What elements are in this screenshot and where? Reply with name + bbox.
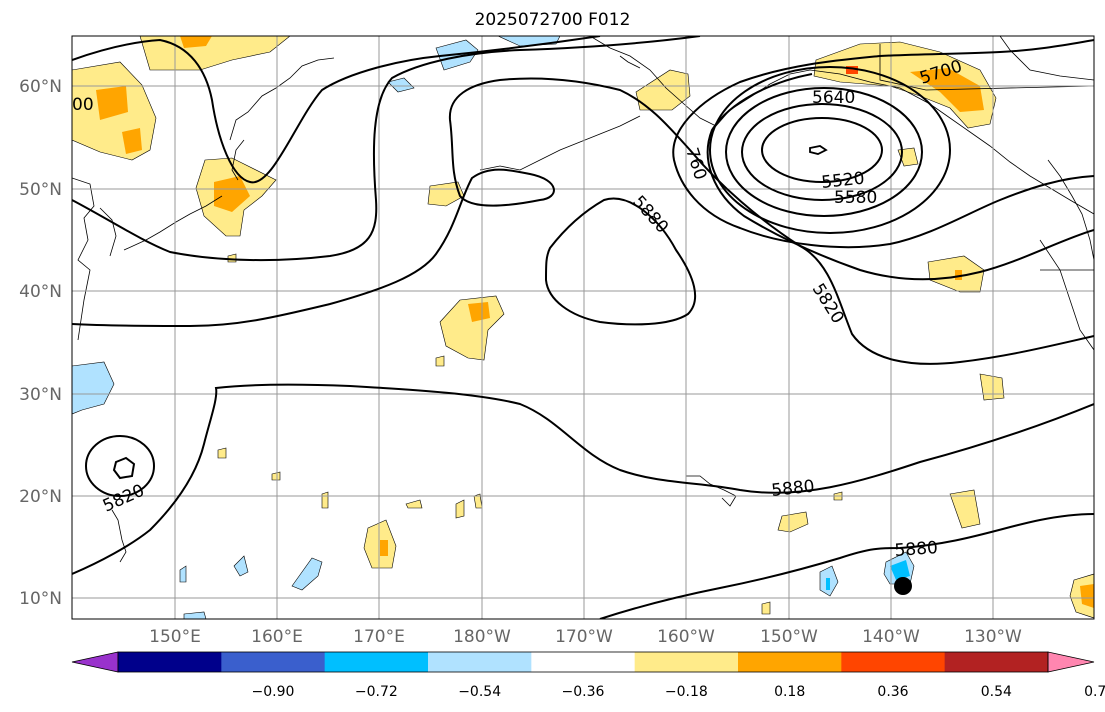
storm-center-marker	[894, 577, 912, 595]
colorbar-tick-label: −0.72	[355, 684, 398, 700]
lon-label: 170°E	[353, 627, 405, 647]
map-area	[72, 36, 1094, 619]
negative-anomaly-patch	[291, 557, 323, 591]
lat-label: 10°N	[19, 589, 62, 609]
contour-label: 5880	[894, 538, 939, 561]
contour-label: 5640	[812, 88, 855, 108]
contour-label: 00	[72, 95, 94, 115]
colorbar-tick-label: −0.18	[665, 684, 708, 700]
colorbar: −0.90 −0.72 −0.54 −0.36 −0.18 0.18 0.36 0.54 0.7…	[71, 651, 1105, 700]
colorbar-segment	[841, 652, 946, 672]
lon-label: 140°W	[862, 627, 920, 647]
colorbar-extend-high	[1047, 651, 1095, 673]
lon-label: 150°E	[149, 627, 201, 647]
negative-anomaly-patch	[179, 565, 187, 583]
lat-label: 30°N	[19, 385, 62, 405]
positive-anomaly-patch	[949, 489, 981, 529]
colorbar-tick-label: −0.36	[562, 684, 605, 700]
lon-label: 150°W	[760, 627, 818, 647]
negative-anomaly-patch	[72, 361, 115, 415]
colorbar-segment	[738, 652, 842, 672]
lon-label: 130°W	[964, 627, 1022, 647]
colorbar-segment	[634, 652, 739, 672]
map-title: 2025072700 F012	[474, 10, 631, 30]
lon-label: 180°W	[453, 627, 511, 647]
contour-label: 5580	[834, 188, 877, 208]
latitude-labels: 60°N 50°N 40°N 30°N 20°N 10°N	[19, 77, 62, 609]
contour-label: 5880	[770, 477, 815, 501]
colorbar-tick-label: −0.90	[252, 684, 295, 700]
lat-label: 50°N	[19, 180, 62, 200]
positive-anomaly-patch	[635, 69, 691, 111]
colorbar-tick-label: −0.54	[458, 684, 501, 700]
colorbar-outline	[117, 651, 1049, 673]
lon-label: 160°W	[657, 627, 715, 647]
colorbar-tick-label: 0.36	[877, 684, 908, 700]
positive-anomaly-patch	[139, 36, 291, 71]
height-contours	[72, 36, 1094, 619]
positive-anomaly-patch	[897, 147, 919, 167]
gridlines	[72, 36, 1094, 619]
coastlines	[72, 36, 1094, 563]
negative-anomaly-patch	[387, 77, 415, 93]
positive-anomaly-patch	[979, 373, 1005, 401]
colorbar-segment	[118, 652, 222, 672]
positive-anomaly-patch	[427, 181, 465, 207]
colorbar-segment	[428, 652, 532, 672]
colorbar-segment	[531, 652, 636, 672]
lon-label: 160°E	[251, 627, 303, 647]
lat-label: 40°N	[19, 282, 62, 302]
colorbar-segment	[221, 652, 326, 672]
lat-label: 20°N	[19, 487, 62, 507]
positive-anomaly-patch	[777, 511, 809, 533]
lon-label: 170°W	[555, 627, 613, 647]
colorbar-tick-label: 0.18	[774, 684, 805, 700]
lat-label: 60°N	[19, 77, 62, 97]
negative-anomaly-patch	[233, 555, 249, 577]
longitude-labels: 150°E 160°E 170°E 180°W 170°W 160°W 150°…	[149, 627, 1022, 647]
negative-anomaly-patch	[183, 611, 207, 619]
map-frame	[71, 35, 1095, 620]
colorbar-segment	[324, 652, 429, 672]
colorbar-segment	[944, 652, 1049, 672]
colorbar-tick-label: 0.72	[1084, 684, 1105, 700]
contour-label: 5520	[820, 169, 865, 193]
colorbar-tick-label: 0.54	[981, 684, 1012, 700]
colorbar-extend-low	[71, 651, 119, 673]
